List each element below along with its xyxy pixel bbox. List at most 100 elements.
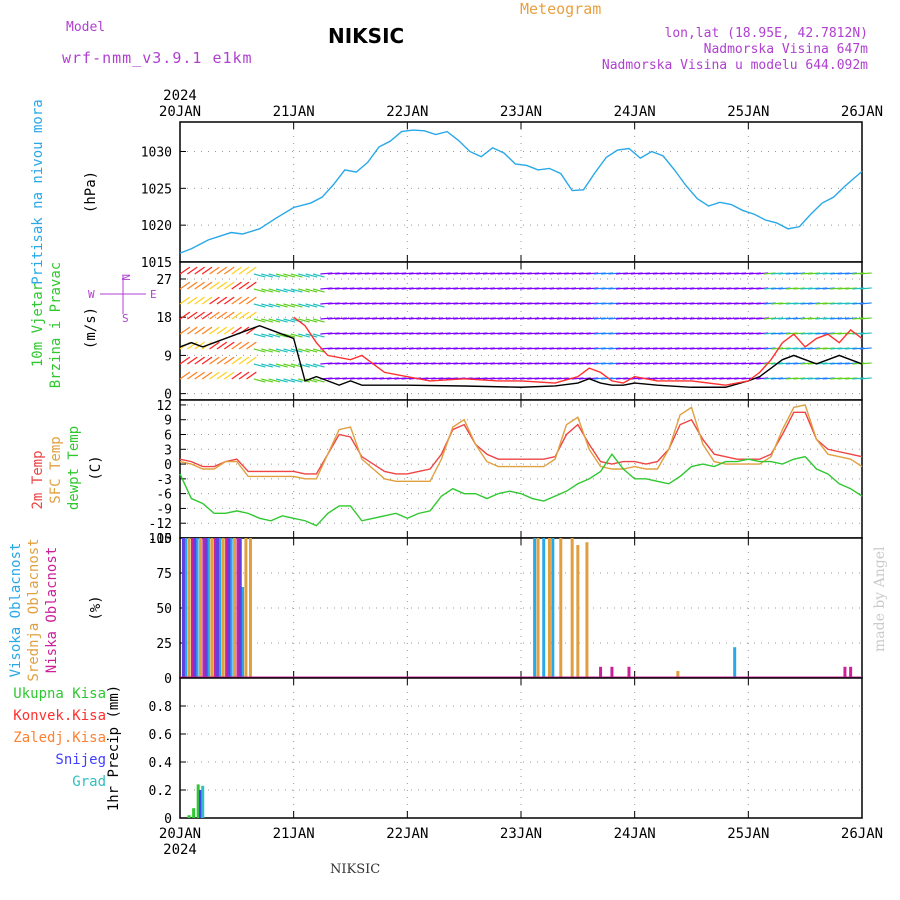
wind-barb [216, 281, 228, 290]
wind-barb [327, 347, 340, 350]
wind-barb [852, 347, 865, 350]
wind-barb [305, 288, 318, 293]
wind-barb [512, 272, 525, 275]
wind-barb [453, 362, 466, 365]
wind-barb [209, 266, 220, 275]
y-tick-label: 100 [149, 532, 172, 547]
wind-barb [771, 347, 784, 350]
wind-barb [645, 317, 658, 320]
bottom-tick-label: 24JAN [614, 826, 656, 842]
wind-barb [660, 377, 673, 380]
wind-barb [556, 287, 569, 290]
wind-barb [445, 377, 458, 380]
wind-barb [268, 318, 281, 323]
bar [202, 538, 206, 678]
wind-barb [505, 302, 518, 305]
wind-barb [667, 362, 680, 365]
wind-barb [460, 272, 473, 275]
bar [241, 587, 245, 678]
wind-barb [571, 287, 584, 290]
wind-barb [593, 332, 606, 335]
wind-barb [785, 272, 798, 275]
wind-barb [674, 332, 688, 335]
wind-barb [275, 303, 288, 308]
wind-barb [689, 362, 702, 365]
wind-barb [785, 287, 798, 290]
bottom-tick-label: 26JAN [841, 826, 883, 842]
wind-barb [357, 377, 370, 380]
cloud-unit-label: (%) [88, 595, 104, 620]
wind-barb [416, 362, 429, 365]
y-tick-label: 0 [164, 812, 172, 827]
wind-barb [416, 287, 429, 290]
wind-barb [785, 302, 798, 305]
wind-barb [734, 332, 747, 335]
wind-barb [423, 377, 436, 380]
wind-barb [312, 378, 325, 383]
y-tick-label: 3 [164, 443, 172, 458]
wind-barb [468, 332, 481, 335]
wind-barb [763, 332, 776, 335]
precip-legend-item: Grad [72, 774, 106, 790]
wind-barb [534, 347, 547, 350]
bottom-tick-label: 20JAN [159, 826, 201, 842]
wind-barb [697, 347, 710, 350]
wind-barb [327, 377, 340, 380]
wind-barb [342, 362, 355, 365]
wind-barb [630, 287, 643, 290]
wind-barb [830, 362, 843, 365]
wind-barb [645, 362, 658, 365]
wind-barb [571, 347, 584, 350]
wind-barb [379, 362, 392, 365]
y-tick-label: 0.6 [149, 728, 172, 743]
wind-barb [283, 318, 296, 323]
wind-barb [505, 362, 518, 365]
wind-barb [386, 332, 399, 335]
wind-barb [187, 356, 198, 365]
wind-barb [209, 296, 220, 305]
wind-barb [556, 332, 569, 335]
wind-barb [682, 302, 695, 305]
wind-barb [283, 348, 296, 353]
bar [229, 538, 233, 678]
wind-barb [541, 287, 555, 290]
wind-barb [394, 287, 407, 290]
wind-barb [534, 332, 547, 335]
wind-barb [541, 347, 555, 350]
wind-barb [268, 288, 281, 293]
series-line [179, 324, 863, 388]
wind-barb [482, 272, 495, 275]
wind-barb [534, 302, 547, 305]
wind-barb [431, 317, 444, 320]
wind-barb [763, 287, 776, 290]
y-tick-label: 0 [164, 388, 172, 403]
wind-barb [711, 287, 724, 290]
wind-barb [800, 377, 813, 380]
wind-barb [830, 272, 843, 275]
wind-barb [357, 272, 370, 275]
wind-barb [807, 332, 821, 335]
wind-barb [268, 378, 281, 383]
bar [227, 538, 231, 678]
wind-barb [859, 272, 872, 275]
wind-barb [704, 332, 717, 335]
wind-barb [216, 341, 228, 350]
wind-barb [386, 377, 399, 380]
wind-barb [335, 287, 348, 290]
wind-barb [364, 332, 377, 335]
wind-barb [859, 317, 872, 320]
y-tick-label: 12 [156, 399, 172, 414]
wind-barb [445, 362, 458, 365]
wind-barb [608, 347, 621, 350]
bar [533, 538, 537, 678]
wind-barb [268, 348, 281, 353]
wind-barb [815, 302, 828, 305]
wind-barb [630, 272, 643, 275]
wind-barb [830, 332, 843, 335]
wind-barb [357, 317, 370, 320]
wind-barb [741, 302, 754, 305]
wind-barb [290, 303, 303, 308]
wind-barb [638, 317, 651, 320]
wind-barb [645, 272, 658, 275]
wind-barb [445, 347, 458, 350]
